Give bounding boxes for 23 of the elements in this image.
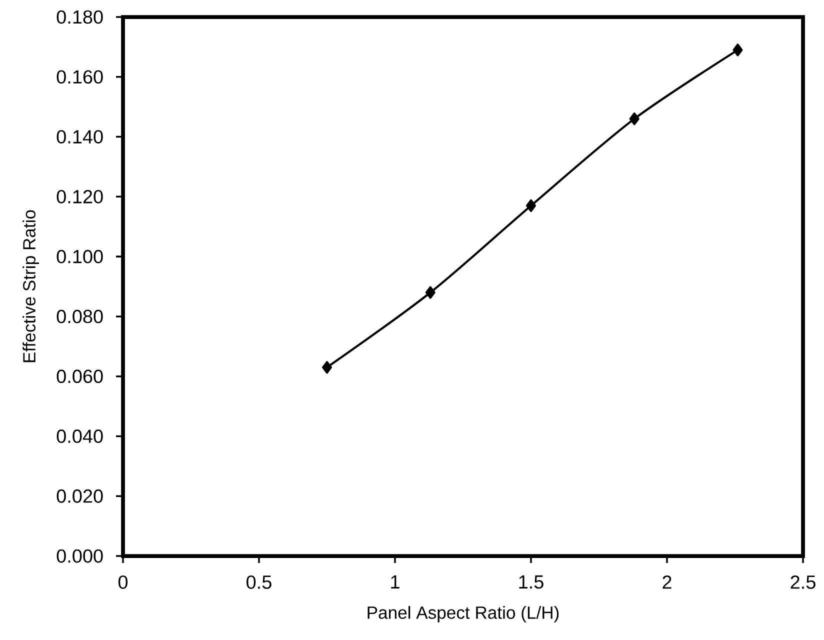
point [732, 44, 743, 56]
y-tick-label: 0.080 [56, 310, 103, 324]
x-tick-label: 0 [118, 575, 128, 589]
point [526, 199, 536, 212]
x-tick-label: 1.5 [519, 575, 544, 589]
x-tick-label: 2 [662, 575, 672, 589]
y-tick-label: 0.120 [56, 190, 103, 204]
x-axis-title: Panel Aspect Ratio (L/H) [368, 606, 559, 622]
y-tick-label: 0.060 [56, 370, 103, 384]
x-tick-label: 2.5 [790, 575, 816, 589]
x-tick-label: 1 [391, 575, 400, 588]
y-tick-label: 0.160 [56, 70, 103, 84]
y-tick-label: 0.140 [56, 130, 103, 144]
point [629, 112, 640, 126]
y-tick-label: 0.040 [56, 430, 103, 443]
y-tick-label: 0.000 [56, 549, 103, 563]
y-tick-label: 0.020 [56, 489, 103, 503]
y-tick-label: 0.100 [56, 250, 103, 264]
x-tick-label: 0.5 [246, 575, 272, 589]
point [322, 361, 332, 374]
y-tick-label: 0.180 [56, 10, 103, 24]
y-axis-title: Effective Strip Ratio [22, 210, 39, 362]
point [425, 286, 436, 299]
